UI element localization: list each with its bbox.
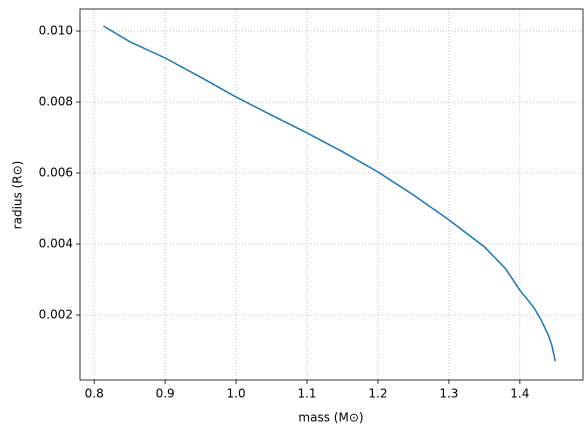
y-tick-label: 0.002 (39, 308, 73, 322)
y-tick-label: 0.004 (39, 237, 73, 251)
x-axis-label: mass (M⊙) (298, 411, 363, 425)
x-tick-label: 0.9 (156, 387, 175, 401)
data-line (103, 25, 557, 362)
y-tick-label: 0.006 (39, 166, 73, 180)
y-tick-label: 0.008 (39, 95, 73, 109)
x-tick-label: 0.8 (85, 387, 104, 401)
x-tick-label: 1.2 (368, 387, 387, 401)
plot-frame (79, 8, 584, 381)
x-tick-label: 1.3 (439, 387, 458, 401)
x-tick-label: 1.4 (510, 387, 529, 401)
x-tick-label: 1.1 (297, 387, 316, 401)
y-tick-label: 0.010 (39, 24, 73, 38)
y-axis-label: radius (R⊙) (11, 161, 25, 230)
x-tick-label: 1.0 (227, 387, 246, 401)
